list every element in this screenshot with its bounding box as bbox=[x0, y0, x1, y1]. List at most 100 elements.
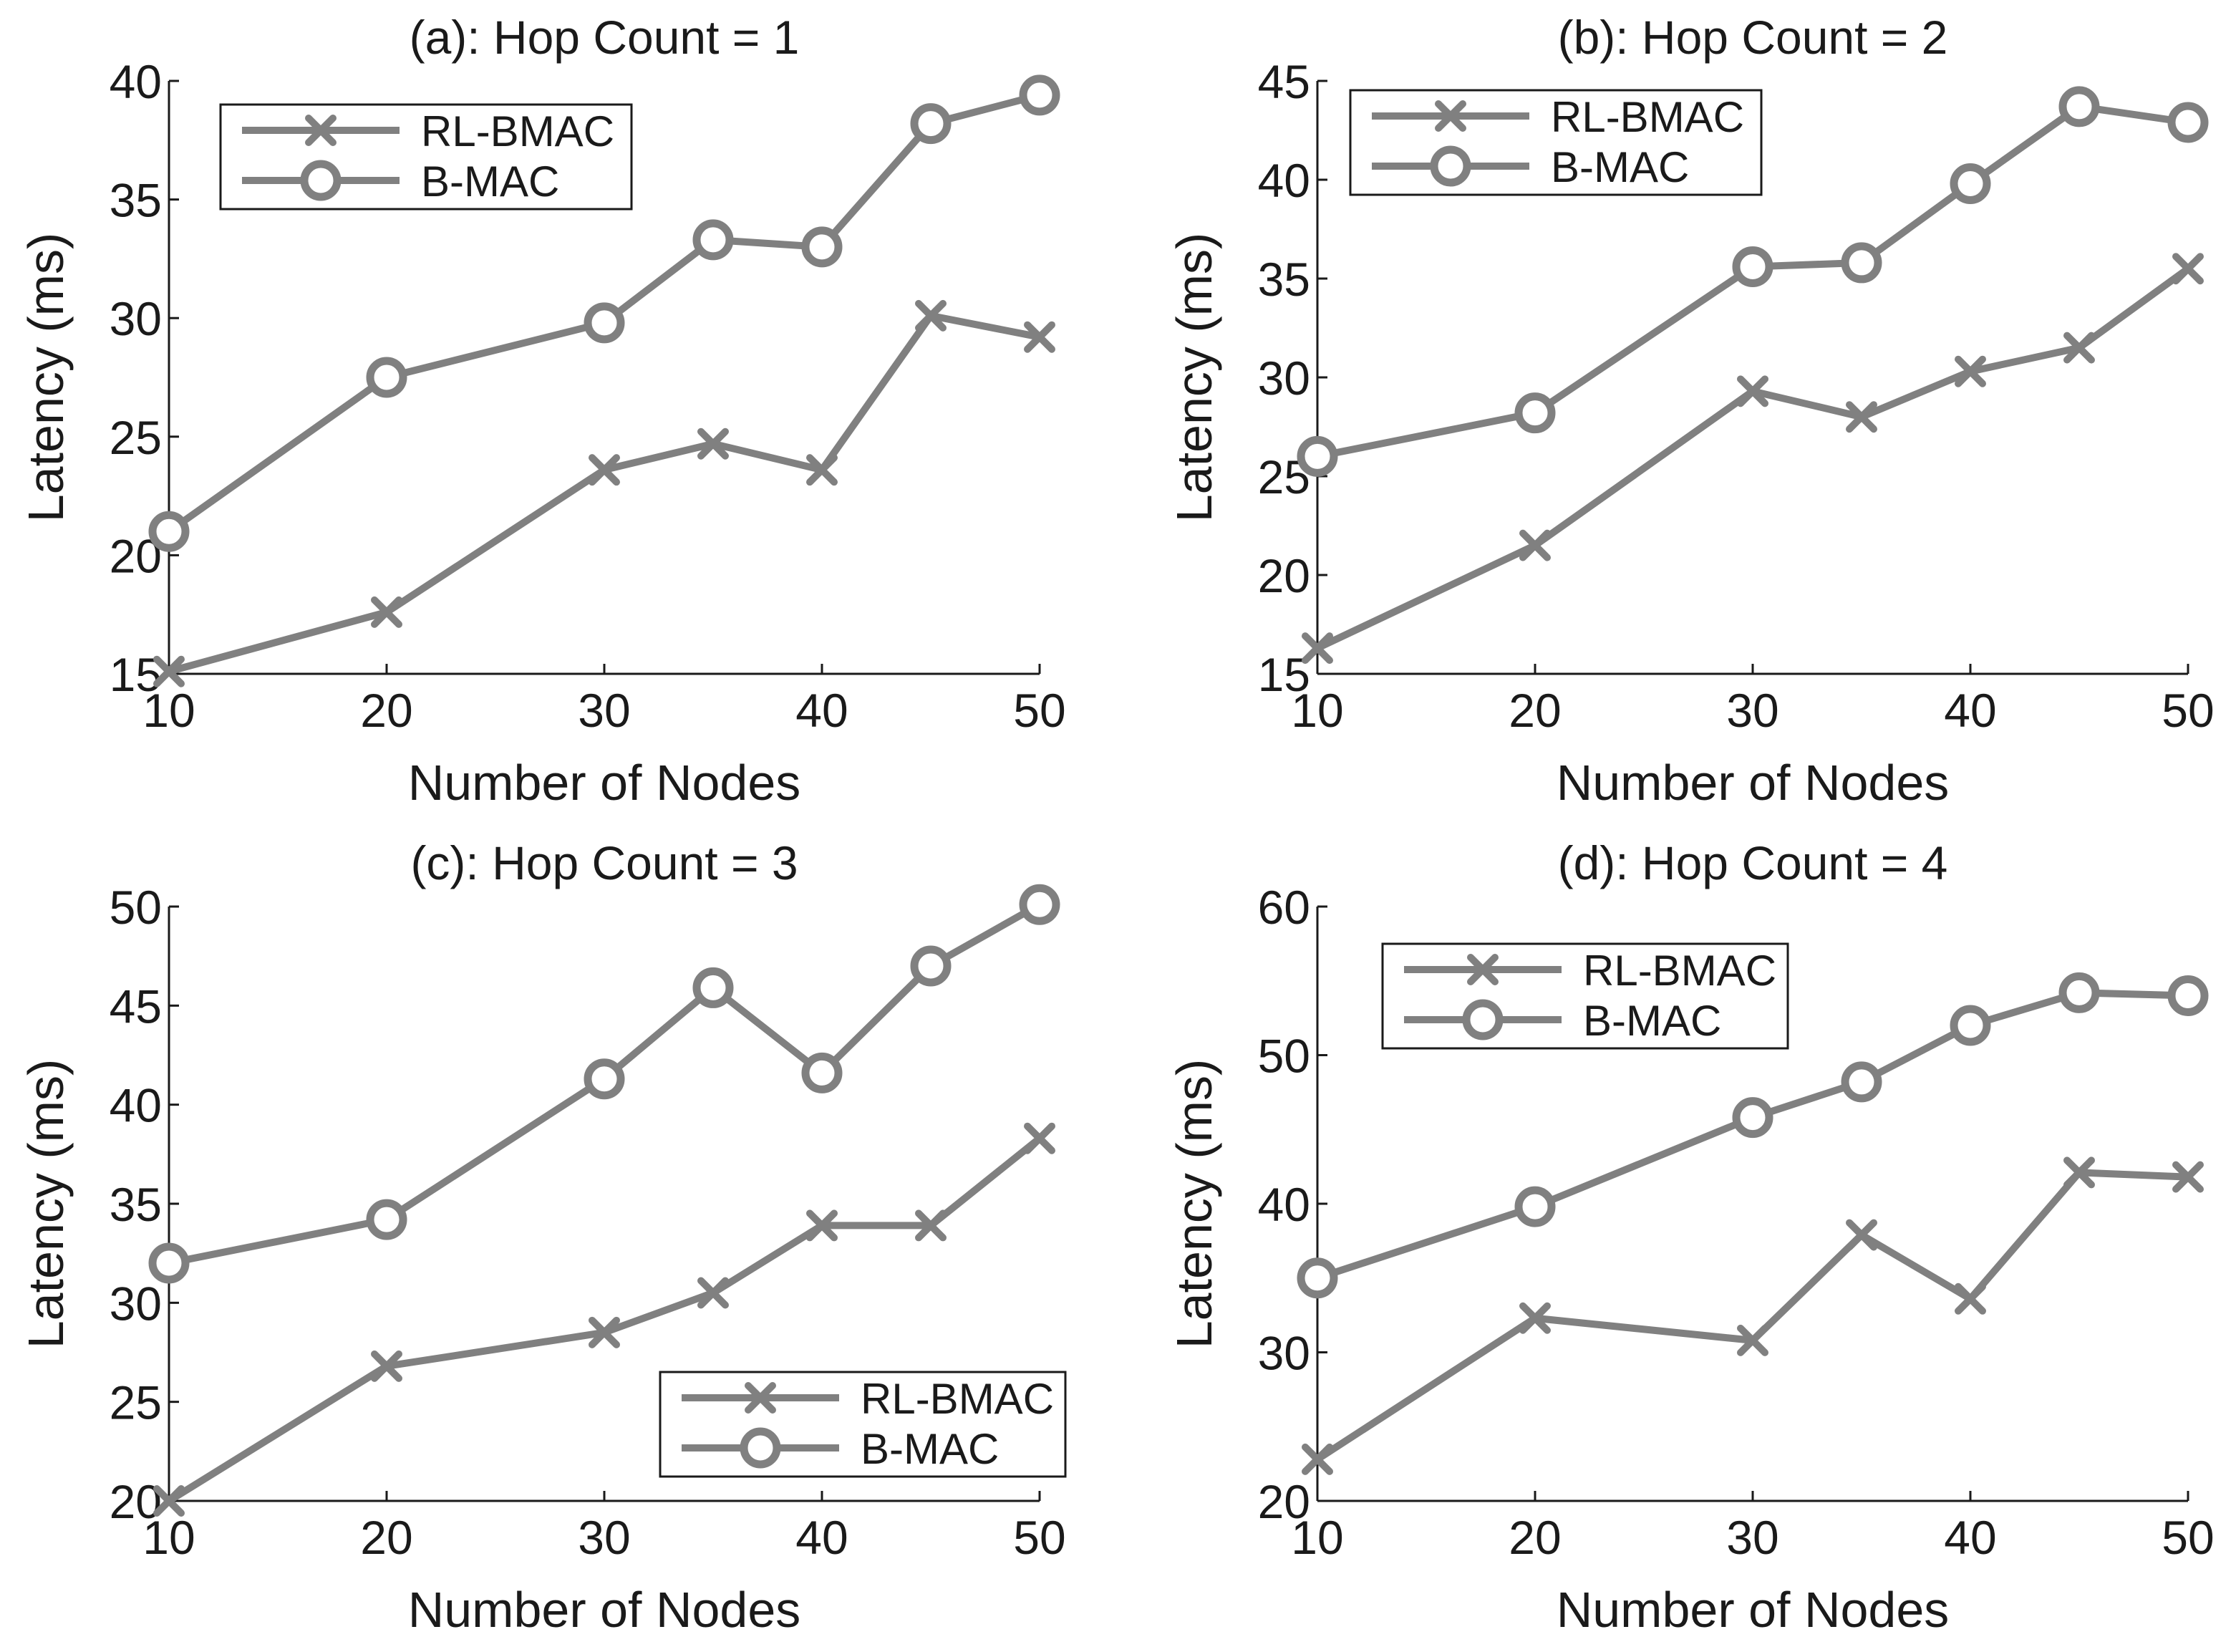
data-point-o-marker bbox=[1841, 242, 1882, 284]
data-point-x-marker bbox=[697, 428, 729, 460]
series-b-mac bbox=[148, 884, 1060, 1284]
x-axis-label: Number of Nodes bbox=[1557, 755, 1950, 811]
x-tick-label: 20 bbox=[360, 684, 412, 737]
x-tick-label: 30 bbox=[578, 1511, 630, 1564]
data-point-o-marker bbox=[1950, 1005, 1991, 1046]
data-point-x-marker bbox=[806, 454, 838, 486]
x-tick-label: 40 bbox=[1944, 1511, 1996, 1564]
data-point-o-marker bbox=[366, 1199, 407, 1240]
y-axis-label: Latency (ms) bbox=[1166, 1059, 1222, 1349]
y-tick-label: 20 bbox=[1258, 1475, 1310, 1528]
y-tick-label: 40 bbox=[110, 1079, 162, 1132]
series-b-mac bbox=[1297, 972, 2209, 1299]
legend-label: B-MAC bbox=[861, 1425, 999, 1473]
data-point-o-marker bbox=[1841, 1061, 1882, 1103]
x-tick-label: 50 bbox=[2162, 684, 2214, 737]
data-point-x-marker bbox=[915, 1209, 947, 1242]
data-point-o-marker bbox=[910, 103, 952, 145]
series-b-mac bbox=[148, 74, 1060, 552]
x-tick-label: 30 bbox=[1726, 684, 1778, 737]
legend-label: RL-BMAC bbox=[861, 1375, 1054, 1423]
x-tick-label: 20 bbox=[1509, 684, 1561, 737]
series-line bbox=[168, 311, 1040, 675]
chart-title: (b): Hop Count = 2 bbox=[1558, 11, 1948, 64]
legend-x-marker bbox=[1435, 100, 1466, 132]
x-tick-label: 10 bbox=[142, 1511, 195, 1564]
y-tick-label: 50 bbox=[110, 881, 162, 934]
data-point-o-marker bbox=[801, 226, 843, 268]
series-b-mac bbox=[1297, 86, 2209, 477]
data-point-o-marker bbox=[1297, 1257, 1338, 1299]
y-axis-label: Latency (ms) bbox=[18, 1059, 74, 1349]
data-point-x-marker bbox=[1519, 1302, 1551, 1334]
y-tick-label: 20 bbox=[110, 1475, 162, 1528]
data-point-o-marker bbox=[801, 1052, 843, 1093]
data-point-x-marker bbox=[2063, 332, 2095, 364]
data-point-o-marker bbox=[1514, 392, 1556, 434]
data-point-x-marker bbox=[1519, 529, 1551, 561]
y-tick-label: 40 bbox=[1258, 154, 1310, 207]
data-point-o-marker bbox=[2058, 86, 2100, 127]
series-line bbox=[1315, 1169, 2189, 1463]
data-point-o-marker bbox=[1732, 1097, 1773, 1139]
data-point-x-marker bbox=[2172, 1161, 2204, 1193]
data-point-x-marker bbox=[1846, 1219, 1877, 1251]
data-point-x-marker bbox=[1955, 355, 1986, 387]
y-tick-label: 30 bbox=[1258, 352, 1310, 405]
data-point-x-marker bbox=[915, 299, 947, 332]
series-rl-bmac bbox=[153, 299, 1055, 687]
chart-title: (a): Hop Count = 1 bbox=[410, 11, 800, 64]
y-tick-label: 20 bbox=[1258, 549, 1310, 602]
data-point-o-marker bbox=[584, 302, 625, 344]
legend-label: RL-BMAC bbox=[1583, 947, 1776, 995]
data-point-o-marker bbox=[1297, 435, 1338, 477]
data-point-x-marker bbox=[806, 1209, 838, 1242]
data-point-x-marker bbox=[1737, 375, 1768, 407]
data-point-o-marker bbox=[366, 357, 407, 398]
data-point-x-marker bbox=[1846, 401, 1877, 433]
legend-x-marker bbox=[1467, 954, 1499, 985]
data-point-x-marker bbox=[371, 596, 402, 628]
legend-box bbox=[219, 103, 633, 211]
legend-box bbox=[1349, 89, 1763, 196]
x-tick-label: 10 bbox=[142, 684, 195, 737]
data-point-o-marker bbox=[2167, 975, 2209, 1016]
x-tick-label: 40 bbox=[795, 1511, 848, 1564]
y-tick-label: 30 bbox=[1258, 1327, 1310, 1380]
data-point-x-marker bbox=[2172, 253, 2204, 285]
data-point-o-marker bbox=[1950, 163, 1991, 205]
y-axis-label: Latency (ms) bbox=[1166, 233, 1222, 523]
data-point-x-marker bbox=[1024, 321, 1055, 353]
data-point-o-marker bbox=[1514, 1186, 1556, 1227]
y-tick-label: 45 bbox=[110, 980, 162, 1033]
x-tick-label: 50 bbox=[2162, 1511, 2214, 1564]
y-tick-label: 60 bbox=[1258, 881, 1310, 934]
x-tick-label: 30 bbox=[1726, 1511, 1778, 1564]
y-tick-label: 25 bbox=[110, 411, 162, 464]
data-point-x-marker bbox=[371, 1350, 402, 1382]
data-point-x-marker bbox=[1302, 632, 1333, 665]
legend-label: RL-BMAC bbox=[1551, 93, 1744, 141]
data-point-o-marker bbox=[910, 945, 952, 987]
data-point-x-marker bbox=[153, 1485, 185, 1517]
y-tick-label: 45 bbox=[1258, 55, 1310, 108]
data-point-x-marker bbox=[1955, 1283, 1986, 1315]
legend-o-marker bbox=[1430, 145, 1471, 187]
y-tick-label: 15 bbox=[110, 648, 162, 701]
legend-label: B-MAC bbox=[1583, 997, 1721, 1045]
y-tick-label: 30 bbox=[110, 1277, 162, 1330]
data-point-x-marker bbox=[589, 1316, 620, 1348]
data-point-o-marker bbox=[584, 1058, 625, 1100]
y-tick-label: 25 bbox=[110, 1376, 162, 1429]
y-axis-label: Latency (ms) bbox=[18, 233, 74, 523]
data-point-x-marker bbox=[2063, 1156, 2095, 1189]
data-point-x-marker bbox=[589, 454, 620, 486]
x-tick-label: 20 bbox=[1509, 1511, 1561, 1564]
y-tick-label: 35 bbox=[1258, 253, 1310, 306]
